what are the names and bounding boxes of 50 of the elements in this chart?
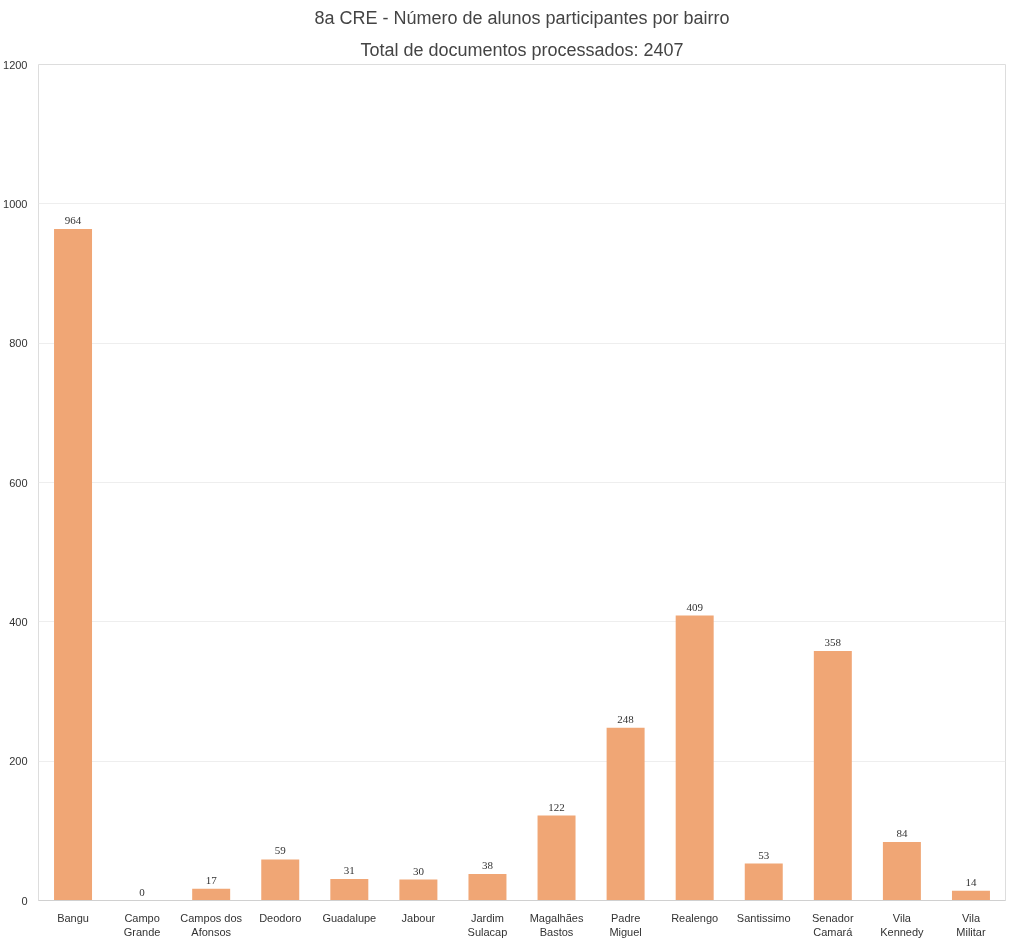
data-label: 358 bbox=[824, 636, 842, 649]
data-label: 122 bbox=[548, 800, 565, 813]
y-tick-label: 1200 bbox=[3, 58, 28, 71]
bar bbox=[537, 815, 576, 901]
chart-title: 8a CRE - Número de alunos participantes por bairro bbox=[314, 7, 730, 28]
bar bbox=[813, 651, 852, 901]
data-label: 409 bbox=[686, 600, 704, 613]
data-label: 53 bbox=[758, 848, 770, 861]
data-label: 17 bbox=[205, 873, 218, 886]
x-tick-label: Vila Kennedy bbox=[880, 911, 925, 938]
y-tick-label: 0 bbox=[21, 894, 28, 907]
bar bbox=[675, 615, 714, 901]
data-label: 38 bbox=[481, 859, 494, 872]
x-tick-label: Vila Militar bbox=[956, 911, 986, 938]
x-tick-label: Senador Camará bbox=[812, 911, 854, 938]
bar bbox=[744, 863, 783, 901]
x-tick-label: Santissimo bbox=[736, 911, 791, 924]
x-tick-label: Jabour bbox=[401, 911, 436, 924]
data-label: 14 bbox=[965, 875, 977, 888]
bar bbox=[54, 228, 93, 901]
data-label: 248 bbox=[617, 712, 635, 725]
data-label: 59 bbox=[274, 844, 287, 857]
x-tick-label: Realengo bbox=[671, 911, 719, 924]
x-tick-label: Padre Miguel bbox=[609, 911, 642, 938]
y-tick-label: 800 bbox=[9, 337, 28, 350]
x-tick-label: Guadalupe bbox=[322, 911, 377, 924]
data-label: 84 bbox=[896, 826, 908, 839]
data-label: 30 bbox=[412, 864, 425, 877]
y-tick-label: 400 bbox=[9, 615, 28, 628]
y-tick-label: 200 bbox=[9, 755, 28, 768]
x-tick-label: Magalhães Bastos bbox=[529, 911, 584, 938]
y-tick-label: 600 bbox=[9, 476, 28, 489]
bar bbox=[261, 859, 300, 901]
bar bbox=[882, 841, 921, 901]
y-tick-label: 1000 bbox=[3, 197, 28, 210]
bar bbox=[606, 727, 645, 901]
bar bbox=[468, 874, 507, 901]
bar bbox=[192, 888, 231, 901]
x-tick-label: Campos dos Afonsos bbox=[180, 911, 243, 938]
x-tick-label: Jardim Sulacap bbox=[467, 911, 508, 938]
x-tick-label: Deodoro bbox=[259, 911, 302, 924]
data-label: 964 bbox=[64, 213, 82, 226]
data-label: 31 bbox=[343, 863, 355, 876]
bar bbox=[951, 890, 990, 901]
bar bbox=[399, 879, 438, 901]
data-label: 0 bbox=[139, 885, 146, 898]
x-tick-label: Campo Grande bbox=[123, 911, 161, 938]
x-tick-label: Bangu bbox=[57, 911, 89, 924]
chart-subtitle: Total de documentos processados: 2407 bbox=[360, 39, 684, 60]
bar bbox=[330, 878, 369, 901]
